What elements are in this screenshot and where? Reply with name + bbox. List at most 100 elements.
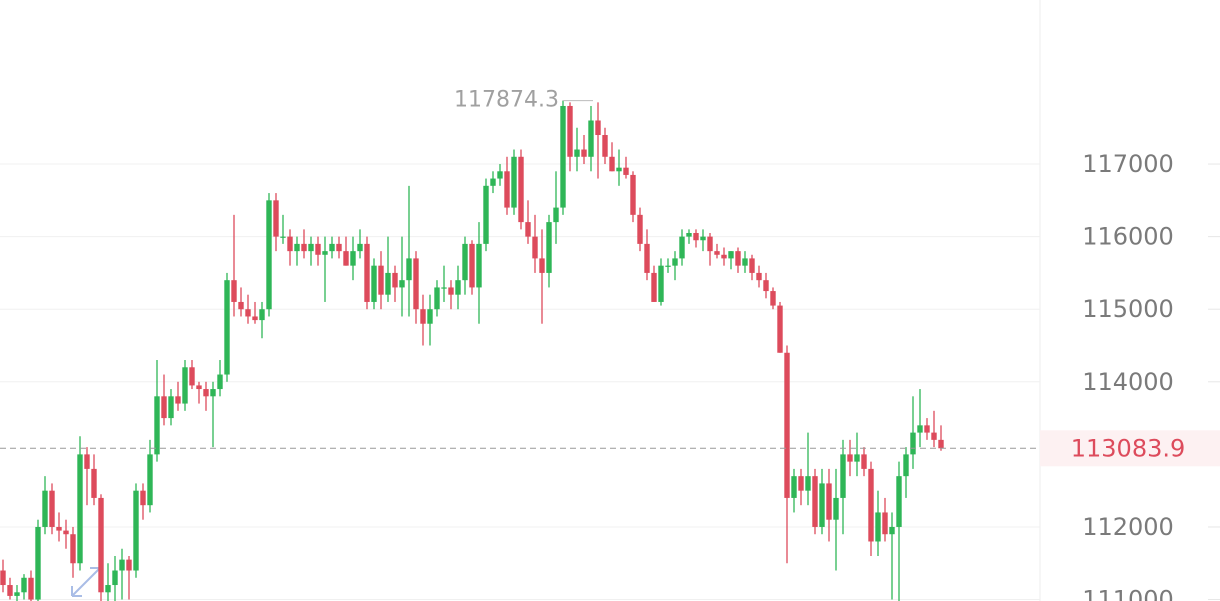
candle-body <box>364 243 370 302</box>
candle-body <box>294 243 300 252</box>
candle-body <box>63 530 69 535</box>
candle-body <box>189 367 195 386</box>
candle-body <box>609 156 615 172</box>
candle-body <box>140 490 146 506</box>
candle-body <box>203 389 209 397</box>
candle-body <box>448 287 454 295</box>
candle-body <box>672 258 678 266</box>
candle-body <box>756 272 762 281</box>
candle-body <box>217 374 223 390</box>
candle-body <box>623 167 629 175</box>
candle-body <box>665 265 671 267</box>
candle-body <box>546 222 552 273</box>
candle-body <box>560 105 566 208</box>
max-marker-label: 117874.3 <box>454 88 559 113</box>
candle-body <box>336 243 342 252</box>
candle-body <box>273 200 279 237</box>
expand-icon[interactable] <box>71 567 101 597</box>
candle-body <box>770 291 776 306</box>
y-tick-label: 117000 <box>1082 150 1174 178</box>
candle-body <box>119 559 125 571</box>
candle-body <box>224 280 230 375</box>
candle-body <box>210 389 216 397</box>
candle-body <box>280 236 286 238</box>
candle-body <box>903 454 909 477</box>
y-tick-label: 116000 <box>1082 223 1174 251</box>
y-tick-label: 114000 <box>1082 368 1174 396</box>
candle-body <box>182 367 188 404</box>
candle-body <box>231 280 237 302</box>
candle-body <box>133 490 139 571</box>
candle-body <box>518 156 524 223</box>
candle-body <box>322 251 328 255</box>
candle-body <box>889 526 895 535</box>
candle-body <box>812 476 818 527</box>
candle-body <box>35 526 41 600</box>
last-price-label: 113083.9 <box>1071 434 1186 462</box>
candle-body <box>21 577 27 593</box>
candle-body <box>84 454 90 469</box>
candle-body <box>917 425 923 433</box>
candle-body <box>805 476 811 491</box>
candle-body <box>49 490 55 527</box>
candle-body <box>616 167 622 172</box>
candle-body <box>168 396 174 419</box>
candle-body <box>266 200 272 310</box>
candle-body <box>252 316 258 321</box>
candle-body <box>721 254 727 259</box>
candle-body <box>357 243 363 252</box>
candle-body <box>175 396 181 404</box>
candle-body <box>679 236 685 259</box>
candle-body <box>420 309 426 324</box>
candle-body <box>651 272 657 302</box>
candle-body <box>798 476 804 491</box>
candle-body <box>595 120 601 136</box>
candle-body <box>644 243 650 273</box>
candle-body <box>574 149 580 157</box>
candle-body <box>539 258 545 273</box>
candle-body <box>42 490 48 527</box>
y-tick-label: 111000 <box>1082 586 1174 601</box>
candle-body <box>371 265 377 302</box>
candle-body <box>854 454 860 462</box>
candle-body <box>840 454 846 498</box>
y-tick-label: 115000 <box>1082 295 1174 323</box>
candle-body <box>735 251 741 266</box>
candle-body <box>343 251 349 266</box>
candle-body <box>112 570 118 586</box>
candle-body <box>882 512 888 535</box>
candle-body <box>707 236 713 252</box>
candle-body <box>392 272 398 288</box>
candle-body <box>658 265 664 302</box>
candle-body <box>777 305 783 353</box>
candle-body <box>532 236 538 259</box>
candle-body <box>847 454 853 462</box>
candle-body <box>350 251 356 266</box>
candle-body <box>826 483 832 520</box>
candle-body <box>504 171 510 208</box>
candle-body <box>819 483 825 527</box>
candle-body <box>588 120 594 157</box>
candle-body <box>700 236 706 241</box>
candle-body <box>77 454 83 564</box>
candle-body <box>931 432 937 440</box>
candle-body <box>56 526 62 531</box>
candle-body <box>742 258 748 266</box>
candle-body <box>868 468 874 542</box>
candle-body <box>714 251 720 255</box>
candle-body <box>378 265 384 295</box>
candle-body <box>567 105 573 157</box>
candle-body <box>245 309 251 317</box>
candle-body <box>490 178 496 186</box>
candle-body <box>105 585 111 593</box>
candle-body <box>462 243 468 281</box>
candle-body <box>329 243 335 252</box>
candle-body <box>525 222 531 237</box>
candle-body <box>91 468 97 498</box>
candle-body <box>441 287 447 289</box>
candle-body <box>259 309 265 321</box>
candle-body <box>406 258 412 281</box>
candle-body <box>98 497 104 593</box>
candle-body <box>476 243 482 288</box>
